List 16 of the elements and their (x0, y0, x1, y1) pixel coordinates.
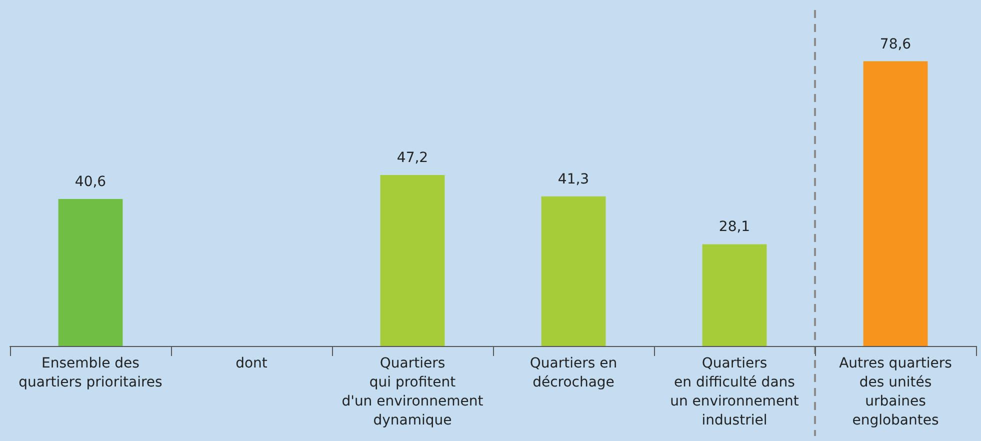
data-label: 41,3 (558, 171, 590, 188)
bar (702, 244, 767, 346)
bar (380, 175, 445, 346)
data-label: 28,1 (718, 219, 750, 236)
data-label: 78,6 (880, 36, 912, 52)
x-tick-label: Autres quartiers des unités urbaines englobantes (839, 356, 952, 428)
data-label: 47,2 (396, 150, 428, 166)
x-tick-label: Quartiers en difficulté dans un environnement industriel (670, 356, 800, 428)
x-tick-label: dont (236, 356, 268, 372)
x-tick-label: Ensemble des quartiers prioritaires (18, 356, 162, 390)
bar (541, 196, 606, 346)
bar (58, 198, 123, 346)
bar (863, 61, 928, 346)
x-tick-label: Quartiers en décrochage (530, 356, 618, 390)
data-label: 40,6 (74, 174, 106, 190)
x-tick-label: Quartiers qui profitent d'un environnement dynamique (342, 356, 484, 428)
